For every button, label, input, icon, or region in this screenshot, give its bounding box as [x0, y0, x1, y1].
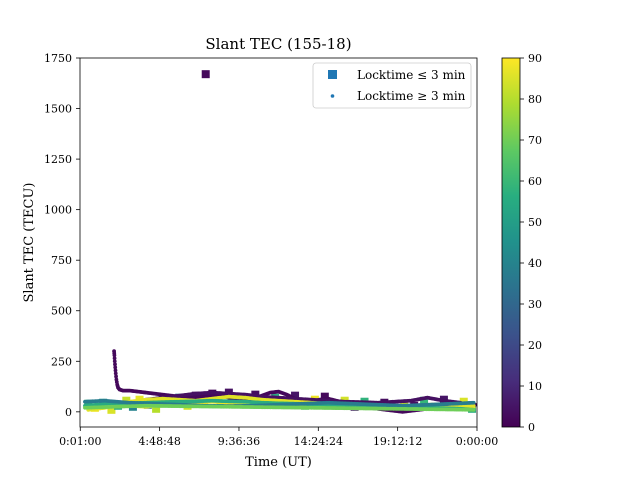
- legend-marker-square: [328, 70, 337, 79]
- plot-frame: [79, 57, 478, 428]
- colorbar-tick-label: 50: [528, 216, 542, 229]
- colorbar-tick-label: 30: [528, 298, 542, 311]
- data-point-square: [420, 396, 429, 405]
- data-point-dot: [112, 359, 117, 364]
- x-tick-label: 19:12:12: [373, 435, 422, 448]
- data-point-dot: [113, 371, 118, 376]
- y-tick-label: 0: [65, 406, 72, 419]
- data-point-dot: [113, 368, 118, 373]
- colorbar-gradient: [501, 57, 521, 428]
- legend: Locktime ≤ 3 min Locktime ≥ 3 min: [312, 62, 472, 109]
- y-tick-label: 250: [51, 355, 72, 368]
- legend-label-long-lock: Locktime ≥ 3 min: [357, 89, 466, 103]
- data-point-square: [291, 391, 300, 400]
- data-point-square: [201, 70, 210, 79]
- colorbar-tick-label: 40: [528, 257, 542, 270]
- data-point-dot: [112, 353, 117, 358]
- legend-frame: [312, 62, 472, 109]
- x-tick-label: 0:01:00: [59, 435, 101, 448]
- data-point-dot: [112, 356, 117, 361]
- x-tick-label: 9:36:36: [218, 435, 260, 448]
- colorbar-tick-label: 70: [528, 134, 542, 147]
- colorbar-tick-label: 80: [528, 93, 542, 106]
- legend-marker-dot: [330, 94, 335, 98]
- plot-area: [79, 57, 478, 428]
- data-point-dot: [471, 407, 476, 412]
- x-tick-label: 0:00:00: [456, 435, 498, 448]
- data-point-square: [107, 405, 116, 414]
- data-point-square: [320, 392, 329, 401]
- y-tick-label: 1500: [44, 103, 72, 116]
- y-tick-label: 1250: [44, 153, 72, 166]
- data-point-dot: [471, 400, 476, 405]
- x-tick-label: 4:48:48: [138, 435, 180, 448]
- y-tick-label: 500: [51, 305, 72, 318]
- colorbar: 0 10 20 30 40 50 60 70 80 90: [501, 52, 542, 434]
- scatter-marks: [83, 70, 477, 414]
- data-point-dot: [114, 374, 118, 379]
- colorbar-ticks: 0 10 20 30 40 50 60 70 80 90: [520, 52, 542, 434]
- colorbar-tick-label: 90: [528, 52, 542, 65]
- colorbar-tick-label: 10: [528, 380, 542, 393]
- y-axis: 0 250 500 750 1000 1250 1500 1750: [44, 52, 80, 419]
- data-point-square: [400, 399, 409, 408]
- x-axis-label: Time (UT): [245, 455, 312, 470]
- data-point-square: [152, 404, 161, 413]
- y-axis-label: Slant TEC (TECU): [22, 183, 37, 303]
- y-tick-label: 1750: [44, 52, 72, 65]
- colorbar-tick-label: 60: [528, 175, 542, 188]
- colorbar-tick-label: 0: [528, 421, 535, 434]
- data-point-dot: [113, 365, 118, 370]
- colorbar-tick-label: 20: [528, 339, 542, 352]
- data-point-dot: [471, 403, 476, 408]
- x-axis: 0:01:00 4:48:48 9:36:36 14:24:24 19:12:12 0:0…: [59, 427, 498, 448]
- y-tick-label: 1000: [44, 204, 72, 217]
- x-tick-label: 14:24:24: [294, 435, 343, 448]
- y-tick-label: 750: [51, 254, 72, 267]
- legend-label-short-lock: Locktime ≤ 3 min: [357, 68, 466, 82]
- chart-title: Slant TEC (155-18): [205, 35, 351, 53]
- data-point-dot: [113, 362, 117, 367]
